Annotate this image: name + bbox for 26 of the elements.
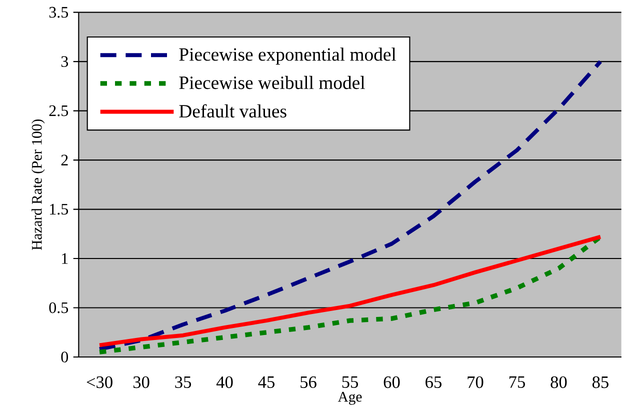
- y-tick-label: 3.5: [49, 6, 68, 18]
- y-tick-label: 0: [61, 352, 68, 362]
- x-tick-label: 55: [342, 376, 358, 388]
- x-tick-label: <30: [86, 376, 112, 388]
- x-tick-label: 45: [258, 376, 274, 388]
- y-tick-label: 3: [61, 56, 68, 67]
- x-tick-label: 70: [468, 376, 484, 388]
- legend-label: Default values: [179, 104, 286, 118]
- x-tick-label: 85: [592, 376, 608, 388]
- x-tick-label: 80: [550, 376, 567, 388]
- y-tick-label: 2: [61, 154, 68, 166]
- legend-label: Piecewise weibull model: [179, 76, 365, 90]
- x-tick-label: 40: [216, 376, 233, 388]
- x-tick-label: 75: [509, 376, 525, 388]
- x-tick-label: 65: [426, 376, 442, 388]
- y-tick-label: 1: [62, 253, 68, 264]
- y-tick-label: 2.5: [49, 105, 68, 116]
- y-tick-label: 0.5: [49, 302, 68, 314]
- y-axis-title: Hazard Rate (Per 100): [32, 120, 45, 250]
- legend-label: Piecewise exponential model: [179, 48, 396, 65]
- y-tick-label: 1.5: [50, 204, 68, 215]
- x-axis-title: Age: [338, 392, 362, 405]
- x-tick-label: 35: [175, 376, 192, 388]
- x-tick-label: 30: [133, 376, 150, 388]
- x-tick-label: 56: [300, 376, 316, 388]
- x-tick-label: 60: [384, 376, 400, 388]
